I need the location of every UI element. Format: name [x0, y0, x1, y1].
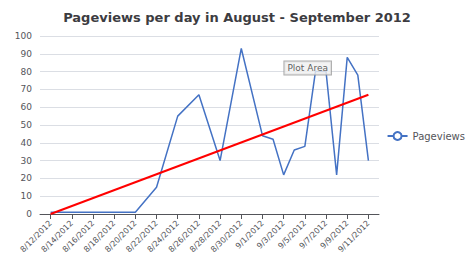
svg-text:8/28/2012: 8/28/2012: [188, 218, 224, 255]
svg-text:10: 10: [21, 191, 33, 201]
svg-text:9/11/2012: 9/11/2012: [336, 219, 371, 254]
svg-text:8/12/2012: 8/12/2012: [18, 218, 54, 255]
svg-text:60: 60: [21, 102, 33, 112]
svg-text:90: 90: [21, 49, 33, 59]
svg-text:8/26/2012: 8/26/2012: [166, 218, 203, 255]
svg-text:8/14/2012: 8/14/2012: [39, 218, 75, 255]
svg-text:100: 100: [15, 31, 32, 41]
svg-text:9/3/2012: 9/3/2012: [255, 218, 287, 251]
svg-text:8/20/2012: 8/20/2012: [103, 218, 139, 255]
svg-text:50: 50: [21, 120, 33, 130]
svg-text:Pageviews: Pageviews: [413, 131, 465, 142]
svg-text:40: 40: [21, 138, 33, 148]
svg-text:8/16/2012: 8/16/2012: [60, 218, 97, 255]
svg-text:9/5/2012: 9/5/2012: [276, 218, 308, 251]
svg-text:9/9/2012: 9/9/2012: [318, 218, 351, 251]
svg-text:9/7/2012: 9/7/2012: [297, 218, 330, 251]
svg-text:8/22/2012: 8/22/2012: [124, 218, 160, 255]
svg-text:8/30/2012: 8/30/2012: [209, 218, 245, 255]
svg-text:8/24/2012: 8/24/2012: [145, 218, 181, 255]
svg-text:0: 0: [26, 209, 32, 219]
svg-text:70: 70: [21, 84, 33, 94]
svg-text:8/18/2012: 8/18/2012: [82, 218, 118, 255]
svg-text:20: 20: [21, 173, 33, 183]
svg-text:30: 30: [21, 156, 33, 166]
svg-text:80: 80: [21, 67, 33, 77]
svg-text:Plot Area: Plot Area: [287, 63, 328, 73]
svg-text:Pageviews per day in August -: Pageviews per day in August - September …: [63, 10, 411, 25]
svg-text:9/1/2012: 9/1/2012: [233, 218, 266, 251]
